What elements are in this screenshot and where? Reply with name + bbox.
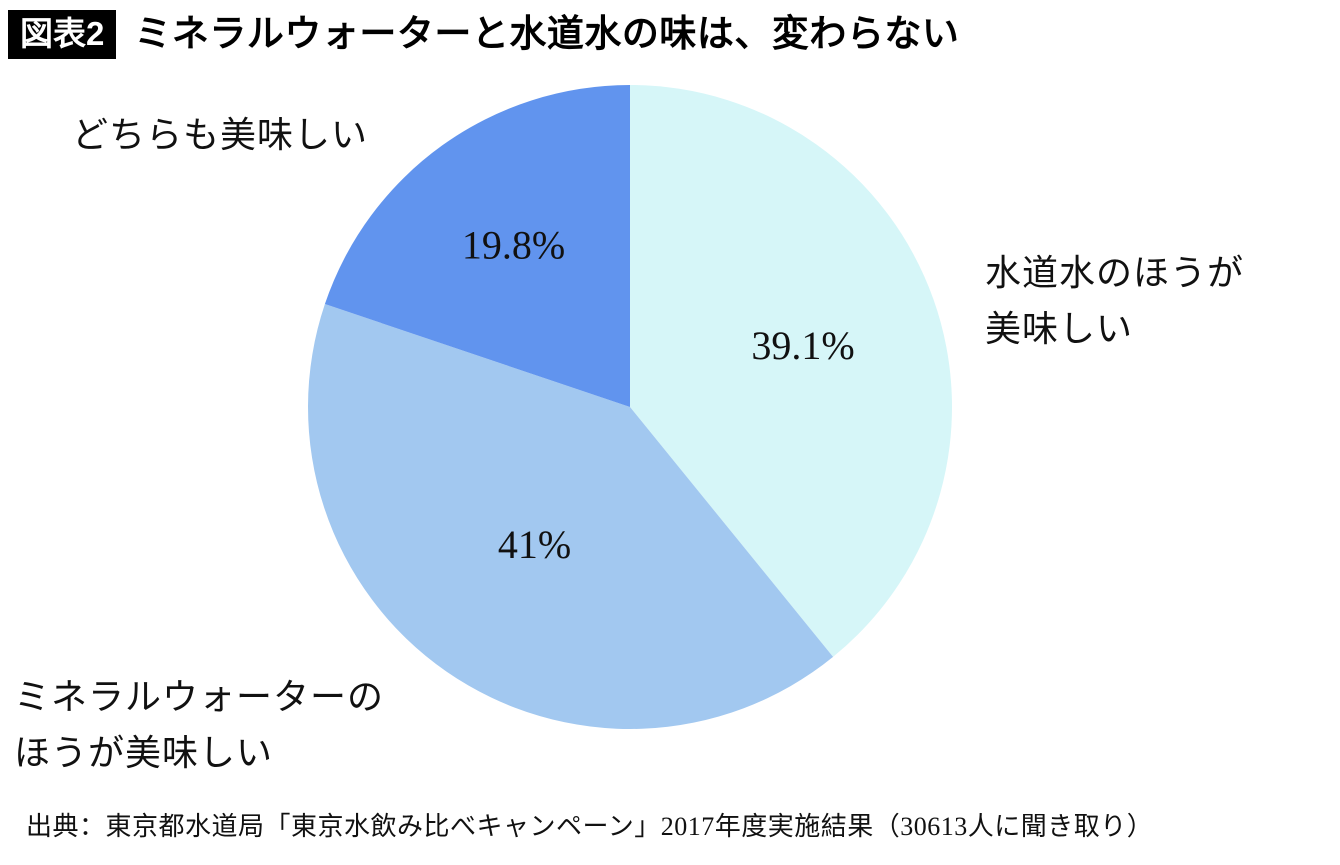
slice-label-tap-water: 水道水のほうが 美味しい bbox=[985, 246, 1244, 358]
slice-label-mineral-line2: ほうが美味しい bbox=[14, 732, 274, 773]
slice-percent-label-0: 39.1% bbox=[751, 323, 854, 368]
slice-percent-label-2: 19.8% bbox=[462, 222, 565, 267]
slice-label-mineral-line1: ミネラルウォーターの bbox=[14, 677, 385, 717]
pie-slice-1 bbox=[308, 304, 834, 729]
slice-label-mineral-water: ミネラルウォーターの ほうが美味しい bbox=[14, 670, 384, 782]
slice-label-both-line: どちらも美味しい bbox=[72, 115, 369, 155]
slice-label-both: どちらも美味しい bbox=[72, 108, 368, 164]
figure-badge: 図表2 bbox=[8, 10, 117, 59]
page-title: ミネラルウォーターと水道水の味は、変わらない bbox=[134, 13, 960, 55]
source-note: 出典：東京都水道局「東京水飲み比べキャンペーン」2017年度実施結果（30613… bbox=[26, 812, 1154, 841]
pie-chart: 39.1% 41% 19.8% bbox=[308, 85, 952, 729]
pie-slice-0 bbox=[630, 85, 952, 657]
pie-slice-2 bbox=[324, 85, 630, 407]
slice-percent-label-1: 41% bbox=[498, 522, 571, 567]
slice-label-tap-line2: 美味しい bbox=[985, 308, 1134, 349]
chart-header: 図表2 ミネラルウォーターと水道水の味は、変わらない bbox=[8, 10, 959, 59]
slice-label-tap-line1: 水道水のほうが bbox=[985, 253, 1245, 293]
